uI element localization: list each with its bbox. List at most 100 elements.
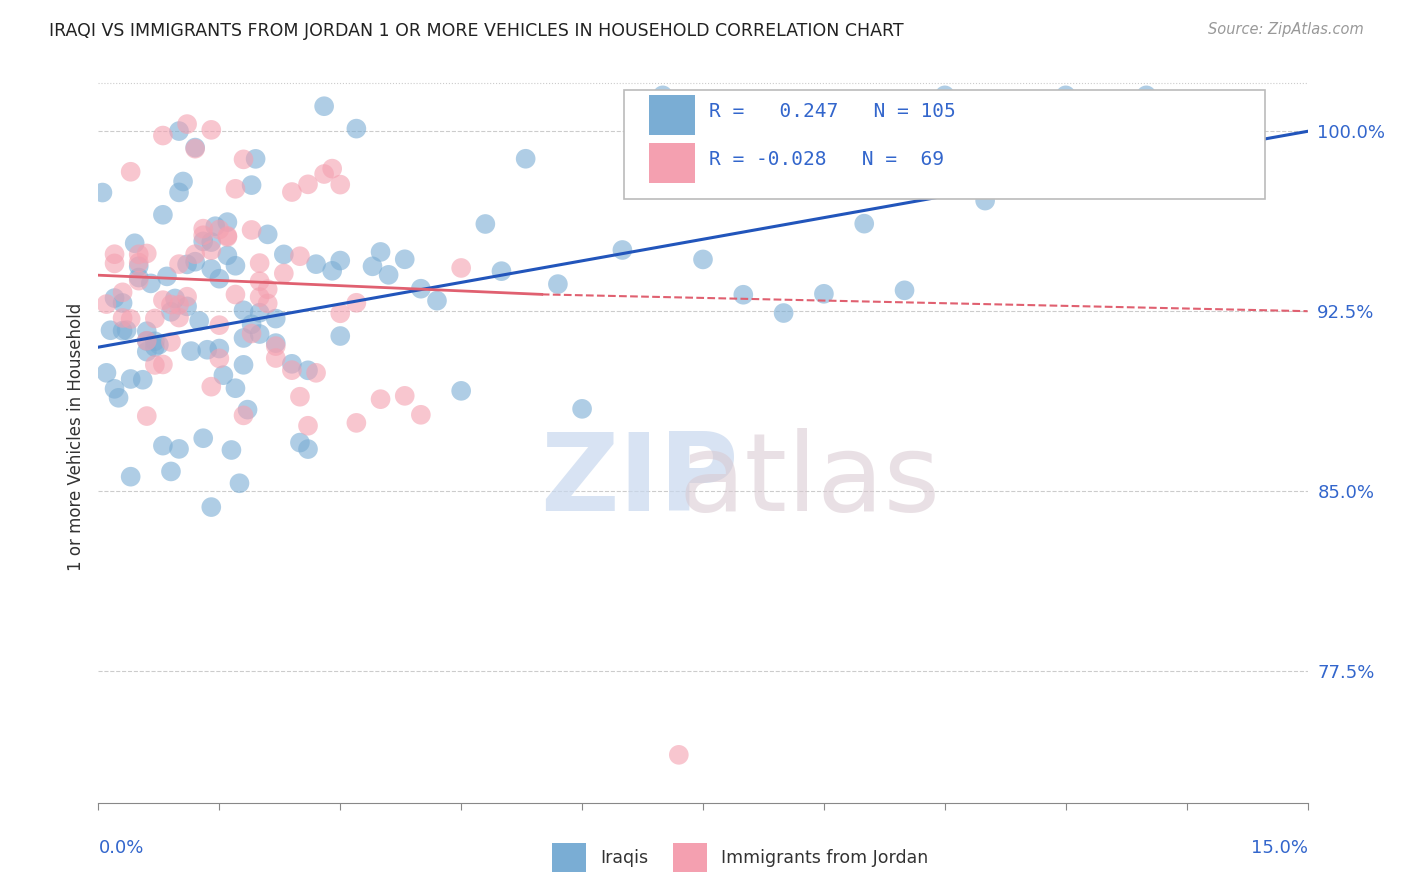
Point bbox=[217, 230, 239, 244]
Point bbox=[329, 306, 352, 320]
Point bbox=[329, 253, 352, 268]
Point bbox=[281, 185, 304, 199]
Point bbox=[361, 260, 384, 274]
Point bbox=[249, 290, 271, 304]
Point bbox=[167, 310, 190, 325]
Point bbox=[450, 260, 472, 275]
Point bbox=[370, 392, 392, 407]
Point bbox=[132, 373, 155, 387]
Y-axis label: 1 or more Vehicles in Household: 1 or more Vehicles in Household bbox=[66, 303, 84, 571]
Point bbox=[893, 283, 915, 297]
Point bbox=[200, 243, 222, 257]
Point bbox=[91, 186, 114, 200]
Point bbox=[184, 142, 207, 156]
Point bbox=[409, 408, 432, 422]
Point bbox=[103, 256, 125, 270]
Point bbox=[305, 257, 328, 271]
Point bbox=[208, 342, 231, 356]
Point bbox=[224, 381, 246, 395]
Point bbox=[152, 358, 174, 372]
Point bbox=[193, 431, 215, 445]
Point bbox=[240, 178, 263, 193]
Point bbox=[139, 277, 162, 291]
Point bbox=[224, 182, 246, 196]
Point bbox=[200, 262, 222, 277]
Point bbox=[135, 324, 157, 338]
Point bbox=[184, 254, 207, 268]
Point bbox=[128, 255, 150, 269]
Point bbox=[135, 334, 157, 348]
Point bbox=[321, 264, 343, 278]
Point bbox=[208, 222, 231, 236]
Point bbox=[281, 363, 304, 377]
Point bbox=[200, 123, 222, 137]
Point bbox=[1054, 88, 1077, 103]
Point bbox=[974, 194, 997, 208]
Point bbox=[394, 252, 416, 267]
Point bbox=[264, 311, 287, 326]
Point bbox=[160, 305, 183, 319]
Point bbox=[163, 292, 186, 306]
Point bbox=[184, 140, 207, 154]
Point bbox=[111, 296, 134, 310]
Point bbox=[232, 303, 254, 318]
Point bbox=[249, 256, 271, 270]
Point bbox=[217, 248, 239, 262]
Point bbox=[232, 409, 254, 423]
Point bbox=[135, 246, 157, 260]
Point bbox=[167, 186, 190, 200]
Point bbox=[212, 368, 235, 383]
Point bbox=[344, 121, 367, 136]
Point bbox=[264, 351, 287, 365]
Point bbox=[547, 277, 569, 291]
Point bbox=[217, 215, 239, 229]
Point bbox=[217, 228, 239, 243]
Point bbox=[668, 747, 690, 762]
Point bbox=[297, 178, 319, 192]
Text: atlas: atlas bbox=[679, 428, 941, 534]
Point bbox=[1014, 153, 1036, 168]
Point bbox=[176, 290, 198, 304]
Point bbox=[228, 476, 250, 491]
Point bbox=[167, 442, 190, 456]
Point bbox=[1216, 145, 1239, 159]
Point bbox=[143, 311, 166, 326]
Text: R =   0.247   N = 105: R = 0.247 N = 105 bbox=[709, 102, 956, 121]
Point bbox=[236, 402, 259, 417]
Point bbox=[148, 337, 170, 351]
Point bbox=[200, 500, 222, 514]
Bar bbox=[551, 843, 586, 872]
Point bbox=[115, 323, 138, 337]
Point bbox=[1135, 88, 1157, 103]
Point bbox=[135, 334, 157, 348]
Point bbox=[128, 274, 150, 288]
Point bbox=[240, 326, 263, 341]
Point bbox=[120, 165, 142, 179]
Point bbox=[692, 252, 714, 267]
Point bbox=[224, 259, 246, 273]
Point bbox=[329, 329, 352, 343]
Text: 15.0%: 15.0% bbox=[1250, 839, 1308, 857]
Point bbox=[256, 227, 278, 242]
Point bbox=[128, 260, 150, 274]
Point bbox=[135, 409, 157, 423]
Point bbox=[305, 366, 328, 380]
Point bbox=[204, 219, 226, 234]
Point bbox=[193, 221, 215, 235]
Point bbox=[224, 287, 246, 301]
Point bbox=[297, 418, 319, 433]
Point bbox=[96, 366, 118, 380]
Point bbox=[135, 344, 157, 359]
Point bbox=[208, 271, 231, 285]
Point bbox=[297, 363, 319, 377]
Point bbox=[160, 297, 183, 311]
Point bbox=[377, 268, 399, 282]
Point bbox=[245, 152, 267, 166]
Point bbox=[200, 235, 222, 249]
Point bbox=[143, 358, 166, 372]
Text: R = -0.028   N =  69: R = -0.028 N = 69 bbox=[709, 150, 943, 169]
Point bbox=[733, 287, 755, 301]
Point bbox=[221, 442, 243, 457]
Bar bbox=[672, 843, 707, 872]
Text: Iraqis: Iraqis bbox=[600, 848, 648, 867]
